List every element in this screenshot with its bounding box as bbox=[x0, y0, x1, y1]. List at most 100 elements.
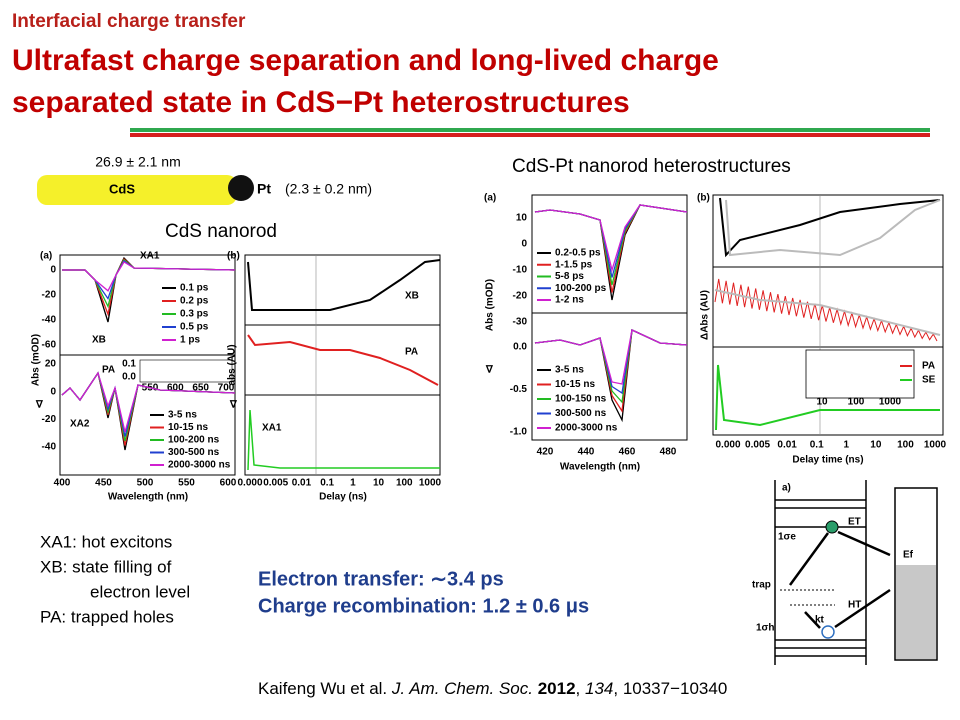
trace bbox=[719, 197, 941, 258]
tick-label: 20 bbox=[45, 359, 57, 370]
sep: , bbox=[576, 679, 585, 698]
tick-label: 440 bbox=[578, 447, 595, 458]
tick-label: 650 bbox=[192, 383, 209, 394]
tick-label: -1.0 bbox=[510, 427, 528, 438]
frame bbox=[712, 346, 944, 436]
tick-label: -20 bbox=[513, 291, 528, 302]
rod bbox=[37, 175, 237, 205]
note: XB: state filling of bbox=[40, 557, 172, 576]
panel-label: (a) bbox=[484, 193, 496, 204]
feature: XA1 bbox=[140, 251, 160, 262]
tick-label: 100 bbox=[897, 440, 914, 451]
tick-label: -40 bbox=[42, 315, 57, 326]
figure-title: CdS nanorod bbox=[165, 221, 277, 242]
metal-size: (2.3 ± 0.2 nm) bbox=[285, 181, 372, 197]
tick-label: 10 bbox=[870, 440, 882, 451]
legend-label: 0.1 ps bbox=[180, 283, 209, 294]
tick-label: 700 bbox=[218, 383, 235, 394]
tick-label: 100 bbox=[848, 397, 865, 408]
trace bbox=[714, 278, 938, 342]
tick-label: 1 bbox=[844, 440, 850, 451]
tick-label: 460 bbox=[619, 447, 636, 458]
feature: XA1 bbox=[262, 423, 282, 434]
tick-label: 10 bbox=[816, 397, 828, 408]
trace bbox=[714, 289, 941, 336]
panel-label: (a) bbox=[40, 251, 52, 262]
legend-label: 0.3 ps bbox=[180, 309, 209, 320]
y-label: abs (AU) bbox=[227, 344, 238, 385]
tick-label: 0 bbox=[50, 386, 56, 397]
highlight: Electron transfer: ∼3.4 ps bbox=[258, 568, 504, 590]
tick-label: 10 bbox=[373, 478, 385, 489]
tick-label: -40 bbox=[42, 442, 57, 453]
tick-label: 0.1 bbox=[122, 359, 136, 370]
legend-label: 100-200 ns bbox=[168, 435, 220, 446]
pages: 10337−10340 bbox=[623, 679, 727, 698]
subtitle: Interfacial charge transfer bbox=[12, 11, 246, 32]
legend-label: 1-1.5 ps bbox=[555, 259, 593, 270]
metal-box bbox=[894, 487, 938, 661]
note: XA1: hot excitons bbox=[40, 532, 172, 551]
inset bbox=[805, 349, 915, 399]
tick-label: 1000 bbox=[879, 397, 902, 408]
diagram-label: kt bbox=[815, 615, 825, 626]
year: 2012 bbox=[538, 679, 576, 698]
x-label: Wavelength (nm) bbox=[560, 462, 640, 473]
rod-label: CdS bbox=[109, 181, 135, 196]
note: PA: trapped holes bbox=[40, 607, 174, 626]
electron bbox=[825, 520, 839, 534]
tick-label: 0.1 bbox=[320, 478, 334, 489]
inset bbox=[139, 359, 233, 383]
legend-label: 0.2-0.5 ps bbox=[555, 248, 601, 259]
authors: Kaifeng Wu et al. bbox=[258, 679, 387, 698]
legend-label: 300-500 ns bbox=[168, 447, 220, 458]
tick-label: 1000 bbox=[924, 440, 947, 451]
tick-label: 600 bbox=[220, 478, 237, 489]
legend-label: 0.5 ps bbox=[180, 322, 209, 333]
feature: XA2 bbox=[70, 419, 90, 430]
feature: XB bbox=[405, 291, 419, 302]
title: Ultrafast charge separation and long-liv… bbox=[12, 44, 719, 77]
tick-label: -0.5 bbox=[510, 384, 528, 395]
note: electron level bbox=[90, 582, 190, 601]
tick-label: 420 bbox=[537, 447, 554, 458]
trace bbox=[725, 199, 941, 257]
legend-label: SE bbox=[922, 375, 936, 386]
panel-label: (b) bbox=[227, 251, 240, 262]
energy-diagram bbox=[774, 480, 938, 665]
frame bbox=[244, 394, 441, 476]
x-label: Wavelength (nm) bbox=[108, 492, 188, 503]
feature: XB bbox=[92, 335, 106, 346]
tick-label: -60 bbox=[42, 340, 57, 351]
tick-label: -30 bbox=[513, 317, 528, 328]
diagram-label: trap bbox=[752, 580, 771, 591]
tick-label: 0.000 bbox=[237, 478, 262, 489]
tick-label: -10 bbox=[513, 265, 528, 276]
legend-label: 5-8 ps bbox=[555, 271, 584, 282]
panel-label: (b) bbox=[697, 193, 710, 204]
tick-label: 0.1 bbox=[810, 440, 824, 451]
y-label: Abs (mOD) bbox=[31, 334, 42, 386]
rule bbox=[130, 133, 930, 137]
legend-label: 1 ps bbox=[180, 335, 200, 346]
y-symbol: ∇ bbox=[229, 400, 238, 411]
journal: J. Am. Chem. Soc. bbox=[391, 679, 533, 698]
legend-label: 100-150 ns bbox=[555, 394, 607, 405]
trace bbox=[62, 261, 236, 292]
y-label: Abs (mOD) bbox=[485, 279, 496, 331]
highlight: Charge recombination: 1.2 ± 0.6 μs bbox=[258, 595, 589, 617]
diagram-label: Ef bbox=[903, 550, 914, 561]
diagram-label: HT bbox=[848, 600, 861, 611]
tick-label: 450 bbox=[95, 478, 112, 489]
legend-label: 2000-3000 ns bbox=[555, 423, 618, 434]
diagram-label: 1σh bbox=[756, 623, 775, 634]
tick-label: 0.01 bbox=[292, 478, 312, 489]
trace bbox=[61, 371, 236, 433]
legend-label: 1-2 ns bbox=[555, 295, 584, 306]
legend-label: 3-5 ns bbox=[555, 365, 584, 376]
legend-label: 100-200 ps bbox=[555, 283, 607, 294]
x-label: Delay (ns) bbox=[319, 492, 367, 503]
sep: , bbox=[613, 679, 622, 698]
legend-label: 300-500 ns bbox=[555, 408, 607, 419]
volume: 134 bbox=[585, 679, 613, 698]
